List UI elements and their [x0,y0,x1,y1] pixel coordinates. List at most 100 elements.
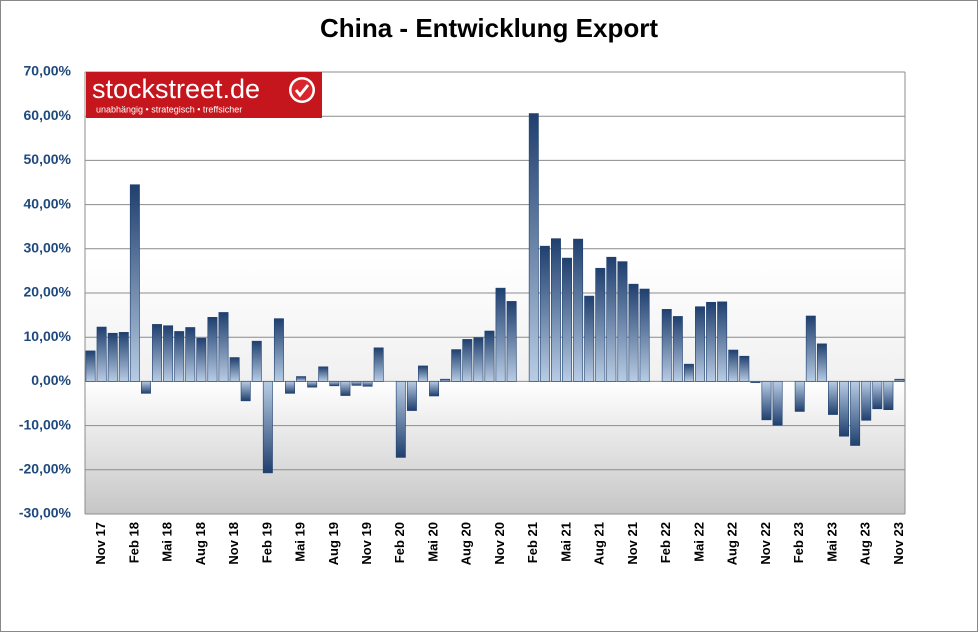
bar [883,381,894,410]
bar [606,256,617,382]
bar [750,381,761,384]
bar [307,381,318,388]
bar [872,381,883,410]
bar [728,349,739,382]
bar [218,312,229,382]
bar [816,343,827,382]
bar [395,381,406,458]
bar [861,381,872,421]
bar [152,324,162,382]
y-tick-label: 40,00% [24,195,72,211]
bar [761,381,772,421]
bar [772,381,783,426]
bar [484,330,495,382]
x-tick-label: Mai 21 [558,522,573,562]
bar [207,317,218,382]
x-tick-label: Aug 23 [858,522,873,565]
bar [429,381,440,397]
bar [706,301,717,382]
bar [850,381,861,446]
logo-name: stockstreet.de [92,74,260,104]
bar [185,327,196,382]
x-tick-label: Nov 19 [359,522,374,565]
bar [418,365,428,382]
bar [340,381,351,396]
bar [539,245,550,382]
x-tick-label: Feb 19 [259,522,274,563]
bar [96,326,107,382]
bar [894,378,905,382]
x-tick-label: Mai 19 [293,522,308,562]
bar [739,355,750,382]
x-tick-label: Nov 17 [93,522,108,565]
bar [329,381,340,387]
bar [550,238,561,382]
bar [628,283,639,382]
logo-icon [291,79,313,101]
bar [639,288,650,382]
x-tick-label: Nov 22 [758,522,773,565]
bar [584,295,595,382]
bar [229,357,240,382]
bar [174,331,185,382]
y-tick-label: 30,00% [24,240,72,256]
x-tick-label: Feb 23 [791,522,806,563]
bar [805,315,816,382]
bar [373,347,384,382]
bar [828,381,838,415]
x-tick-label: Aug 18 [193,522,208,565]
bar [140,381,151,394]
y-tick-label: 60,00% [24,107,72,123]
x-tick-label: Feb 21 [525,522,540,563]
y-tick-label: -20,00% [19,461,72,477]
logo-check [294,84,310,98]
bar [318,366,329,382]
x-tick-label: Nov 21 [625,522,640,565]
x-tick-label: Mai 18 [160,522,175,562]
chart-title: China - Entwicklung Export [320,13,658,43]
x-tick-label: Nov 23 [891,522,906,565]
bar [240,381,251,402]
logo: stockstreet.de unabhängig • strategisch … [86,72,322,118]
bar [163,325,174,382]
logo-tagline: unabhängig • strategisch • treffsicher [96,104,242,114]
bar [717,301,728,382]
bar [506,301,517,382]
bar [839,381,850,437]
x-tick-label: Aug 21 [592,522,607,565]
x-tick-label: Aug 19 [326,522,341,565]
y-tick-label: 50,00% [24,151,72,167]
bar [573,238,584,382]
y-tick-label: 20,00% [24,284,72,300]
x-tick-label: Aug 20 [459,522,474,565]
logo-box [86,72,322,118]
bar [296,376,307,382]
bar [528,113,539,382]
bar [196,337,207,382]
bar [562,257,572,382]
bar [285,381,295,394]
x-tick-label: Nov 18 [226,522,241,565]
y-tick-label: 0,00% [31,372,71,388]
x-tick-label: Feb 22 [658,522,673,563]
bar [794,381,805,412]
bar [251,340,262,382]
bar [406,381,417,411]
bar [85,350,96,382]
bar [473,337,484,382]
y-tick-label: 10,00% [24,328,72,344]
x-tick-label: Feb 20 [392,522,407,563]
bar [107,332,118,382]
x-tick-label: Mai 22 [691,522,706,562]
x-tick-label: Feb 18 [126,522,141,563]
bar [617,261,628,382]
bar [362,381,373,387]
bar [440,378,451,382]
bar [595,267,606,382]
x-tick-label: Mai 20 [425,522,440,562]
bar [451,349,462,382]
bar [262,381,273,474]
x-tick-label: Nov 20 [492,522,507,565]
y-tick-label: 70,00% [24,63,72,79]
